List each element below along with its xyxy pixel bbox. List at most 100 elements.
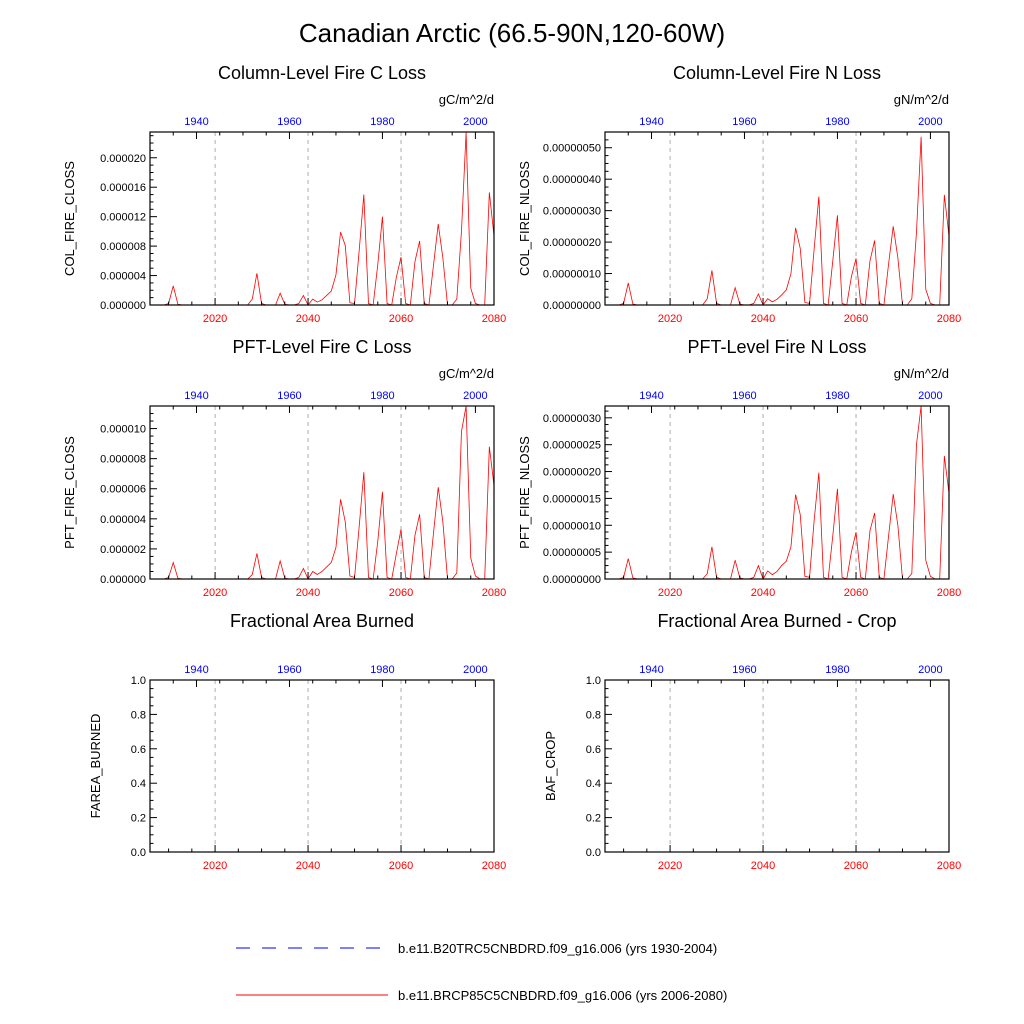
figure-title: Canadian Arctic (66.5-90N,120-60W) [299, 18, 725, 48]
top-tick-label: 2000 [918, 116, 942, 128]
panel-col-fire-c: Column-Level Fire C Loss gC/m^2/d COL_FIRE… [62, 63, 506, 325]
y-tick-label: 0.0 [586, 847, 601, 859]
x-tick-label: 2040 [751, 313, 775, 325]
top-tick-label: 1960 [277, 664, 301, 676]
top-tick-label: 2000 [918, 664, 942, 676]
units-label: gC/m^2/d [439, 366, 494, 381]
legend: b.e11.B20TRC5CNBDRD.f09_g16.006 (yrs 193… [236, 941, 727, 1003]
y-tick-label: 0.000000 [100, 574, 146, 586]
x-tick-label: 2040 [296, 313, 320, 325]
panel-title: Column-Level Fire N Loss [673, 63, 881, 83]
x-tick-label: 2020 [658, 587, 682, 599]
y-tick-label: 0.2 [586, 813, 601, 825]
y-tick-label: 0.6 [586, 744, 601, 756]
top-tick-label: 1940 [639, 116, 663, 128]
top-tick-label: 1940 [184, 664, 208, 676]
plot-frame [149, 405, 495, 580]
y-tick-label: 0.8 [586, 709, 601, 721]
y-tick-label: 0.2 [131, 813, 146, 825]
y-axis-label: FAREA_BURNED [88, 714, 103, 819]
y-tick-label: 0.00000020 [543, 467, 601, 479]
y-tick-label: 0.000006 [100, 484, 146, 496]
y-tick-label: 0.00000040 [543, 174, 601, 186]
y-tick-label: 0.00000025 [543, 440, 601, 452]
top-tick-label: 1960 [732, 664, 756, 676]
units-label: gN/m^2/d [894, 92, 949, 107]
units-label: gC/m^2/d [439, 92, 494, 107]
plot-frame [604, 405, 950, 580]
top-tick-label: 1980 [825, 390, 849, 402]
x-tick-label: 2040 [751, 860, 775, 872]
top-tick-label: 1940 [184, 390, 208, 402]
x-tick-label: 2080 [937, 587, 961, 599]
x-tick-label: 2060 [389, 313, 413, 325]
x-tick-label: 2080 [937, 860, 961, 872]
top-tick-label: 1960 [277, 390, 301, 402]
y-axis-label: PFT_FIRE_CLOSS [62, 436, 77, 549]
y-tick-label: 0.6 [131, 744, 146, 756]
top-tick-label: 2000 [463, 390, 487, 402]
top-tick-label: 1960 [732, 390, 756, 402]
y-axis-label: BAF_CROP [543, 731, 558, 801]
y-tick-label: 0.4 [131, 778, 146, 790]
y-axis-label: COL_FIRE_NLOSS [517, 161, 532, 276]
y-tick-label: 0.00000015 [543, 493, 601, 505]
y-tick-label: 0.000008 [100, 454, 146, 466]
y-tick-label: 0.000008 [100, 241, 146, 253]
y-tick-label: 0.00000030 [543, 206, 601, 218]
y-tick-label: 0.8 [131, 709, 146, 721]
top-tick-label: 1980 [370, 116, 394, 128]
y-tick-label: 0.00000050 [543, 143, 601, 155]
panel-baf-crop: Fractional Area Burned - Crop BAF_CROP 202… [543, 611, 961, 872]
x-tick-label: 2020 [203, 587, 227, 599]
top-tick-label: 2000 [918, 390, 942, 402]
x-tick-label: 2060 [389, 860, 413, 872]
units-label: gN/m^2/d [894, 366, 949, 381]
panel-title: Fractional Area Burned [230, 611, 414, 631]
panel-title: PFT-Level Fire N Loss [687, 337, 866, 357]
y-axis-label: PFT_FIRE_NLOSS [517, 436, 532, 549]
panel-title: Column-Level Fire C Loss [218, 63, 426, 83]
x-tick-label: 2080 [482, 313, 506, 325]
y-tick-label: 0.00000000 [543, 300, 601, 312]
panel-title: PFT-Level Fire C Loss [232, 337, 411, 357]
y-tick-label: 0.00000020 [543, 237, 601, 249]
y-tick-label: 0.4 [586, 778, 601, 790]
top-tick-label: 1980 [825, 116, 849, 128]
x-tick-label: 2080 [937, 313, 961, 325]
top-tick-label: 1980 [825, 664, 849, 676]
top-tick-label: 1960 [732, 116, 756, 128]
top-tick-label: 1980 [370, 664, 394, 676]
x-tick-label: 2020 [658, 313, 682, 325]
legend-label-future: b.e11.BRCP85C5CNBDRD.f09_g16.006 (yrs 20… [398, 988, 727, 1003]
x-tick-label: 2020 [203, 313, 227, 325]
x-tick-label: 2060 [844, 860, 868, 872]
panel-pft-fire-c: PFT-Level Fire C Loss gC/m^2/d PFT_FIRE_CL… [62, 337, 506, 599]
x-tick-label: 2020 [203, 860, 227, 872]
y-tick-label: 1.0 [131, 675, 146, 687]
y-tick-label: 0.000004 [100, 271, 146, 283]
legend-label-historical: b.e11.B20TRC5CNBDRD.f09_g16.006 (yrs 193… [398, 941, 717, 956]
plot-frame [149, 131, 495, 306]
x-tick-label: 2040 [296, 587, 320, 599]
panel-title: Fractional Area Burned - Crop [657, 611, 896, 631]
x-tick-label: 2060 [844, 313, 868, 325]
y-tick-label: 0.000000 [100, 300, 146, 312]
y-tick-label: 0.00000030 [543, 413, 601, 425]
x-tick-label: 2060 [389, 587, 413, 599]
y-tick-label: 0.000016 [100, 182, 146, 194]
top-tick-label: 2000 [463, 116, 487, 128]
y-tick-label: 0.00000010 [543, 520, 601, 532]
y-tick-label: 0.000020 [100, 153, 146, 165]
top-tick-label: 1960 [277, 116, 301, 128]
x-tick-label: 2060 [844, 587, 868, 599]
panel-pft-fire-n: PFT-Level Fire N Loss gN/m^2/d PFT_FIRE_NL… [517, 337, 961, 599]
y-tick-label: 0.000002 [100, 544, 146, 556]
y-tick-label: 0.000010 [100, 424, 146, 436]
x-tick-label: 2040 [751, 587, 775, 599]
x-tick-label: 2080 [482, 860, 506, 872]
panel-farea-burned: Fractional Area Burned FAREA_BURNED 2020 20… [88, 611, 506, 872]
y-tick-label: 0.00000005 [543, 547, 601, 559]
top-tick-label: 1980 [370, 390, 394, 402]
